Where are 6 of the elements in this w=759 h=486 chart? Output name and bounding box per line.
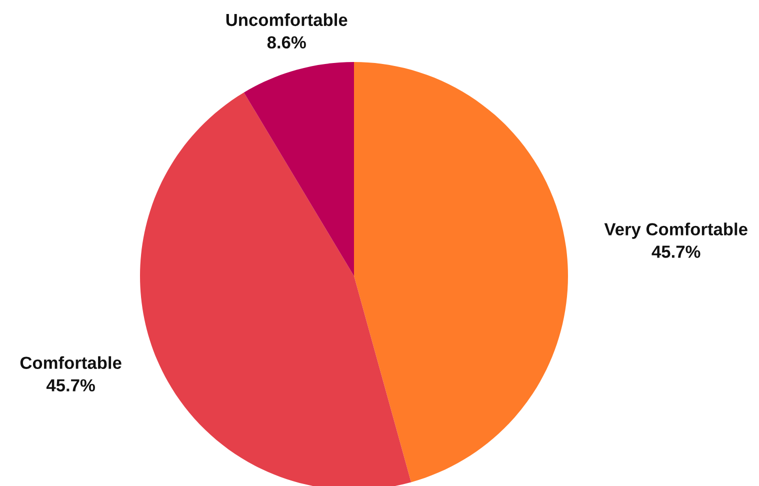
- slice-label: Comfortable: [20, 356, 122, 369]
- data-label: 45.7%: [652, 246, 700, 258]
- slice-label: Very Comfortable: [604, 222, 748, 239]
- slice-label: Uncomfortable: [226, 13, 348, 26]
- data-label: 45.7%: [46, 379, 95, 392]
- data-label: 8.6%: [267, 36, 306, 49]
